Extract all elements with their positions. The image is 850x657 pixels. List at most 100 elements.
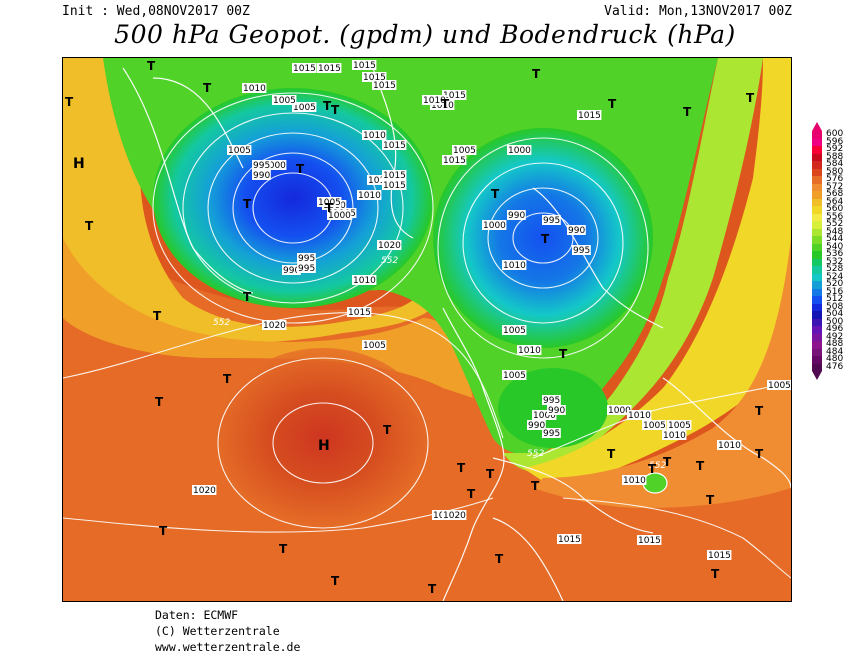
pressure-label: 1010 — [431, 101, 454, 111]
low-marker: T — [486, 467, 495, 481]
low-marker: T — [223, 372, 232, 386]
pressure-label: 1000 — [328, 211, 351, 221]
legend-value: 492 — [826, 331, 844, 342]
geopotential-label: 552 — [649, 461, 666, 471]
pressure-label-bg — [292, 63, 317, 73]
low-marker: T — [147, 59, 156, 73]
zone-yellow-left — [63, 58, 433, 343]
pressure-label-bg — [637, 535, 662, 545]
pressure-label-bg — [517, 345, 542, 355]
pressure-label-bg — [382, 180, 407, 190]
legend-value: 564 — [826, 196, 844, 207]
low-marker: T — [331, 103, 340, 117]
pressure-label: 1005 — [453, 146, 476, 156]
low-marker: T — [559, 347, 568, 361]
pressure-label-bg — [227, 145, 252, 155]
legend-swatch — [812, 146, 822, 154]
legend-top-arrow-icon — [812, 122, 822, 131]
legend-value: 488 — [826, 339, 844, 349]
legend-value: 544 — [826, 234, 844, 244]
pressure-label-bg — [507, 145, 532, 155]
legend-swatch — [812, 288, 822, 296]
pressure-label: 995 — [543, 396, 560, 406]
pressure-label: 1005 — [503, 371, 526, 381]
pressure-label-bg — [667, 420, 692, 430]
low-marker: T — [159, 524, 168, 538]
pressure-label-bg — [507, 210, 526, 220]
pressure-label-bg — [442, 155, 467, 165]
pressure-label-bg — [252, 170, 271, 180]
legend-value: 524 — [826, 271, 844, 282]
legend-swatch — [812, 206, 822, 214]
legend-swatch — [812, 228, 822, 236]
pressure-label-bg — [367, 175, 392, 185]
pressure-label: 1000 — [533, 411, 556, 421]
legend-swatch — [812, 131, 822, 139]
legend-swatch — [812, 251, 822, 259]
legend-value: 480 — [826, 354, 844, 364]
map-title: 500 hPa Geopot. (gpdm) und Bodendruck (h… — [114, 20, 736, 49]
legend-swatch — [812, 333, 822, 341]
pressure-label: 1000 — [508, 146, 531, 156]
pressure-label: 1010 — [628, 411, 651, 421]
legend-swatch — [812, 303, 822, 311]
pressure-label-bg — [317, 63, 342, 73]
low-marker: T — [153, 309, 162, 323]
legend-swatch — [812, 198, 822, 206]
low-marker: T — [663, 455, 672, 469]
zone-lightgreen — [503, 58, 763, 473]
pressure-label: 1005 — [318, 198, 341, 208]
pressure-label: 1005 — [768, 381, 791, 391]
pressure-label-bg — [352, 275, 377, 285]
pressure-label: 1005 — [363, 341, 386, 351]
legend-value: 596 — [826, 136, 844, 147]
legend-swatch — [812, 213, 822, 221]
pressure-label: 1010 — [423, 96, 446, 106]
pressure-label-bg — [297, 263, 316, 273]
pressure-label: 1015 — [353, 61, 376, 71]
low-marker: T — [243, 197, 252, 211]
legend-swatch — [812, 273, 822, 281]
legend-swatch — [812, 153, 822, 161]
pressure-label: 1000 — [263, 161, 286, 171]
legend-swatch — [812, 221, 822, 229]
legend-value: 476 — [826, 361, 844, 372]
legend-value: 556 — [826, 211, 844, 222]
legend-swatch — [812, 266, 822, 274]
pressure-label-bg — [502, 325, 527, 335]
legend-value: 536 — [826, 249, 844, 259]
pressure-label: 990 — [508, 211, 525, 221]
zone-yellow-right — [523, 58, 791, 488]
pressure-label-bg — [262, 160, 287, 170]
map-labels: 1015101510151015101510101005100510051000… — [65, 59, 791, 596]
pressure-label-bg — [317, 197, 342, 207]
legend-value: 600 — [826, 129, 844, 139]
pressure-label-bg — [717, 440, 742, 450]
legend-swatch — [812, 363, 822, 371]
pressure-label-bg — [372, 80, 397, 90]
low-marker: T — [155, 395, 164, 409]
legend-bottom-arrow-icon — [812, 371, 822, 380]
footer-url: www.wetterzentrale.de — [155, 640, 301, 654]
legend-value: 568 — [826, 189, 844, 199]
pressure-label-bg — [252, 160, 271, 170]
legend-swatch — [812, 161, 822, 169]
low-balkans — [642, 472, 668, 494]
legend-value: 500 — [826, 316, 844, 327]
pressure-label: 1010 — [353, 276, 376, 286]
legend-value: 588 — [826, 151, 844, 162]
legend-value: 528 — [826, 264, 844, 274]
pressure-label-bg — [482, 220, 507, 230]
low-marker: T — [279, 542, 288, 556]
pressure-label: 995 — [573, 246, 590, 256]
legend-value: 576 — [826, 174, 844, 184]
pressure-label-bg — [532, 410, 557, 420]
pressure-label-bg — [272, 95, 297, 105]
legend-value: 532 — [826, 256, 844, 267]
low-marker: T — [696, 459, 705, 473]
pressure-label: 1010 — [503, 261, 526, 271]
low-marker: T — [441, 97, 450, 111]
legend-value: 552 — [826, 219, 844, 229]
pressure-label: 1020 — [443, 511, 466, 521]
low-marker: T — [331, 574, 340, 588]
